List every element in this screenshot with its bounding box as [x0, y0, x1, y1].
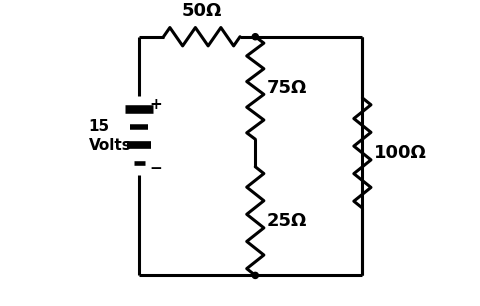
Circle shape — [252, 272, 258, 278]
Text: 15
Volts: 15 Volts — [88, 119, 132, 153]
Text: −: − — [149, 161, 162, 176]
Circle shape — [252, 34, 258, 40]
Text: 50Ω: 50Ω — [181, 2, 222, 20]
Text: 75Ω: 75Ω — [267, 79, 307, 97]
Text: 100Ω: 100Ω — [374, 144, 427, 162]
Text: 25Ω: 25Ω — [267, 212, 307, 230]
Text: +: + — [149, 96, 162, 112]
